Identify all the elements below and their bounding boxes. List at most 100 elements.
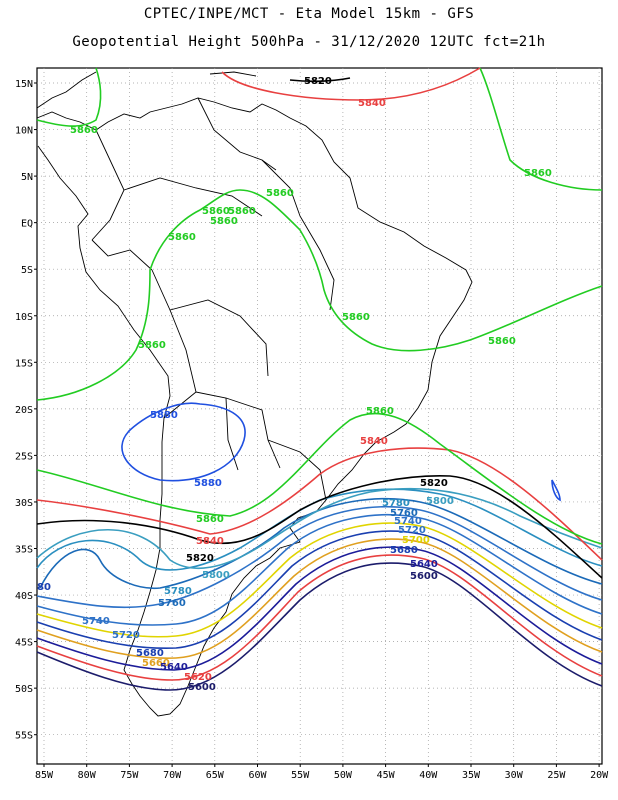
lat-tick-label: EQ — [21, 219, 33, 230]
contour-label: 5780 — [164, 586, 192, 597]
contours — [36, 67, 603, 691]
latitude-labels: 15N 10N 5N EQ 5S 10S 15S 20S 25S 30S 35S 40S 45S 50S 5… — [15, 79, 37, 742]
contour-5800 — [36, 487, 603, 570]
contour-label: 5860 — [366, 406, 394, 417]
lat-tick-label: 20S — [15, 405, 33, 416]
contour-5820-north — [289, 77, 351, 83]
lat-tick-label: 25S — [15, 451, 33, 462]
contour-label: 5860 — [196, 514, 224, 525]
contour-label: 5680 — [390, 545, 418, 556]
contour-labels: 5820 5840 5860 5860 5860 5860 5860 5860 … — [37, 76, 552, 693]
contour-label: 5700 — [402, 535, 430, 546]
contour-5680 — [36, 530, 603, 650]
contour-label: 5740 — [394, 516, 422, 527]
contour-label: 5800 — [202, 570, 230, 581]
contour-label: 5860 — [202, 206, 230, 217]
contour-5860 — [36, 412, 603, 545]
contour-label: 5800 — [426, 496, 454, 507]
contour-5640 — [36, 546, 603, 671]
contour-label: 5740 — [82, 616, 110, 627]
lat-tick-label: 10N — [15, 126, 33, 137]
lon-tick-label: 20W — [590, 770, 609, 781]
contour-label: 5860 — [228, 206, 256, 217]
contour-5860-west — [36, 269, 151, 401]
contour-5740 — [36, 506, 603, 609]
contour-5860-north — [36, 67, 102, 127]
contour-label: 5720 — [112, 630, 140, 641]
contour-5760 — [39, 497, 603, 590]
contour-label: 5860 — [488, 336, 516, 347]
contour-5600 — [36, 562, 603, 691]
contour-label: 5840 — [196, 536, 224, 547]
lat-tick-label: 5N — [21, 172, 33, 183]
contour-label: 5820 — [420, 478, 448, 489]
map-title: CPTEC/INPE/MCT - Eta Model 15km - GFS — [143, 6, 475, 22]
contour-5880-east — [551, 479, 561, 502]
contour-label: 5660 — [142, 658, 170, 669]
lon-tick-label: 30W — [505, 770, 524, 781]
contour-label: 5840 — [360, 436, 388, 447]
contour-label: 5760 — [158, 598, 186, 609]
contour-5840 — [36, 447, 603, 561]
contour-5660 — [36, 538, 603, 659]
contour-5880-south — [121, 402, 246, 482]
contour-label: 5820 — [186, 553, 214, 564]
map-frame — [36, 67, 603, 765]
contour-label: 5860 — [70, 125, 98, 136]
lon-tick-label: 85W — [35, 770, 54, 781]
contour-label: 5860 — [210, 216, 238, 227]
longitude-labels: 85W 80W 75W 70W 65W 60W 55W 50W 45W 40W 35W 30W 25W 2… — [35, 764, 609, 781]
lon-tick-label: 35W — [462, 770, 481, 781]
contour-5860-amazon — [149, 189, 603, 352]
contour-label: 5600 — [188, 682, 216, 693]
lon-tick-label: 65W — [206, 770, 225, 781]
contour-5840-north — [221, 67, 481, 101]
lat-tick-label: 45S — [15, 638, 33, 649]
lon-tick-label: 80W — [78, 770, 97, 781]
lat-tick-label: 55S — [15, 731, 33, 742]
contour-label: 5860 — [524, 168, 552, 179]
contour-label: 80 — [37, 582, 51, 593]
contour-5720 — [36, 514, 603, 626]
contour-label: 5620 — [184, 672, 212, 683]
lon-tick-label: 75W — [120, 770, 139, 781]
contour-label: 5860 — [266, 188, 294, 199]
contour-label: 5760 — [390, 508, 418, 519]
contour-5860-ne — [479, 67, 603, 191]
contour-label: 5680 — [136, 648, 164, 659]
lat-tick-label: 10S — [15, 312, 33, 323]
lon-tick-label: 55W — [291, 770, 310, 781]
lat-tick-label: 15S — [15, 358, 33, 369]
contour-label: 5720 — [398, 525, 426, 536]
lon-tick-label: 70W — [163, 770, 182, 781]
lon-tick-label: 40W — [419, 770, 438, 781]
contour-label: 5600 — [410, 571, 438, 582]
contour-label: 5880 — [150, 410, 178, 421]
contour-label: 5860 — [138, 340, 166, 351]
lat-tick-label: 35S — [15, 545, 33, 556]
map-subtitle: Geopotential Height 500hPa - 31/12/2020 … — [72, 34, 546, 50]
contour-label: 5780 — [382, 498, 410, 509]
lat-tick-label: 50S — [15, 684, 33, 695]
contour-5700 — [36, 522, 603, 638]
contour-label: 5880 — [194, 478, 222, 489]
coastline — [36, 71, 473, 717]
lon-tick-label: 50W — [334, 770, 353, 781]
contour-label: 5840 — [358, 98, 386, 109]
lat-tick-label: 5S — [21, 265, 33, 276]
lat-tick-label: 40S — [15, 591, 33, 602]
lat-tick-label: 30S — [15, 498, 33, 509]
graticule — [37, 68, 602, 764]
contour-label: 5860 — [168, 232, 196, 243]
contour-5820 — [36, 475, 603, 579]
contour-5620 — [36, 554, 603, 681]
contour-label: 5640 — [160, 662, 188, 673]
lat-tick-label: 15N — [15, 79, 33, 90]
contour-label: 5860 — [342, 312, 370, 323]
contour-label: 5820 — [304, 76, 332, 87]
lon-tick-label: 25W — [547, 770, 566, 781]
lon-tick-label: 45W — [377, 770, 396, 781]
lon-tick-label: 60W — [248, 770, 267, 781]
contour-label: 5640 — [410, 559, 438, 570]
